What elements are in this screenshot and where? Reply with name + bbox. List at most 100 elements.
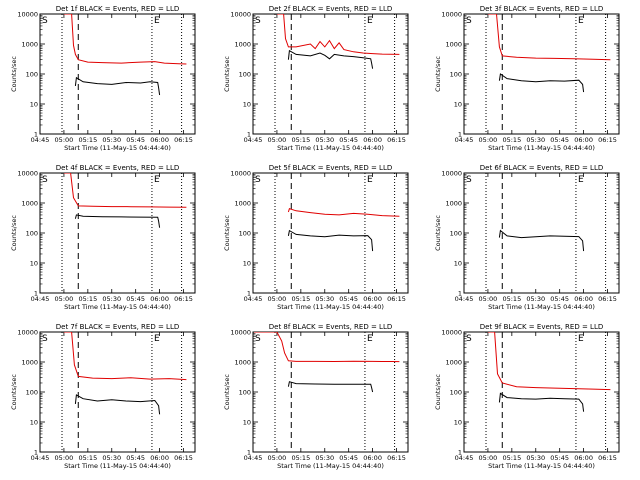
x-tick-label: 06:15 [598,295,617,303]
start-marker: S [466,175,472,185]
end-marker: E [367,16,373,26]
y-axis-label: Counts/sec [434,374,442,410]
y-axis-label: Counts/sec [10,215,18,251]
panel-det-9: Det 9f BLACK = Events, RED = LLD 04:45 05:… [434,323,620,470]
end-marker: E [367,175,373,185]
x-tick-label: 05:00 [268,295,287,303]
plot-frame [463,13,620,135]
y-axis-label: Counts/sec [223,215,231,251]
x-axis-label: Start Time (11-May-15 04:44:40) [488,144,595,152]
x-tick-label: 05:30 [526,454,545,462]
y-tick-label: 100 [26,230,38,238]
y-tick-label: 1 [458,131,462,139]
x-tick-label: 06:00 [574,295,593,303]
x-tick-label: 05:00 [479,136,498,144]
x-axis-label: Start Time (11-May-15 04:44:40) [277,462,384,470]
y-tick-label: 10 [243,101,251,109]
x-tick-label: 04:45 [244,136,263,144]
x-axis-label: Start Time (11-May-15 04:44:40) [64,144,171,152]
start-marker: S [42,175,48,185]
y-tick-label: 10000 [17,11,38,19]
y-tick-label: 1 [247,131,251,139]
y-tick-label: 10000 [230,170,251,178]
lld-series-line [63,173,187,208]
x-tick-label: 05:15 [78,295,97,303]
plot-frame [252,331,409,453]
start-marker: S [42,334,48,344]
panel-det-7: Det 7f BLACK = Events, RED = LLD 04:45 05:… [10,323,196,470]
x-tick-label: 05:00 [268,136,287,144]
x-tick-label: 05:45 [550,295,569,303]
x-tick-label: 05:00 [479,454,498,462]
x-tick-label: 06:00 [363,295,382,303]
y-tick-label: 1000 [21,200,38,208]
y-tick-label: 1 [458,290,462,298]
y-tick-label: 100 [450,230,462,238]
x-tick-label: 06:00 [150,136,169,144]
events-series-line [74,214,161,228]
x-tick-label: 05:00 [55,454,74,462]
plot-frame [39,13,196,135]
start-marker: S [42,16,48,26]
start-marker: S [466,16,472,26]
y-tick-label: 1000 [21,359,38,367]
x-tick-label: 06:15 [598,136,617,144]
panel-title: Det 9f BLACK = Events, RED = LLD [480,323,603,331]
x-tick-label: 06:00 [150,454,169,462]
start-marker: S [255,16,261,26]
x-tick-label: 05:30 [526,295,545,303]
x-axis-label: Start Time (11-May-15 04:44:40) [277,303,384,311]
panel-title: Det 5f BLACK = Events, RED = LLD [269,164,392,172]
x-tick-label: 04:45 [455,136,474,144]
y-axis-label: Counts/sec [223,56,231,92]
x-tick-label: 05:45 [339,295,358,303]
x-tick-label: 05:15 [78,136,97,144]
y-tick-label: 10 [30,101,38,109]
x-tick-label: 05:45 [126,454,145,462]
y-tick-label: 10 [30,419,38,427]
x-tick-label: 06:00 [574,454,593,462]
y-tick-label: 10 [454,260,462,268]
x-tick-label: 06:00 [363,454,382,462]
x-tick-label: 05:45 [550,454,569,462]
x-tick-label: 05:00 [55,136,74,144]
events-series-line [498,73,585,93]
y-tick-label: 100 [239,389,251,397]
x-axis-label: Start Time (11-May-15 04:44:40) [64,303,171,311]
y-tick-label: 1000 [21,41,38,49]
panel-det-5: Det 5f BLACK = Events, RED = LLD 04:45 05:… [223,164,409,311]
y-tick-label: 10000 [230,329,251,337]
y-tick-label: 1000 [445,359,462,367]
y-tick-label: 1 [34,449,38,457]
y-tick-label: 10 [243,260,251,268]
x-tick-label: 05:00 [268,454,287,462]
y-tick-label: 10000 [441,11,462,19]
y-tick-label: 10 [454,419,462,427]
events-series-line [287,49,374,69]
y-tick-label: 1 [34,131,38,139]
end-marker: E [578,16,584,26]
y-tick-label: 100 [450,71,462,79]
x-tick-label: 06:00 [574,136,593,144]
panel-title: Det 4f BLACK = Events, RED = LLD [56,164,179,172]
events-series-line [74,394,161,415]
x-tick-label: 06:00 [150,295,169,303]
x-tick-label: 05:15 [502,136,521,144]
y-axis-label: Counts/sec [434,56,442,92]
y-tick-label: 10 [454,101,462,109]
panel-title: Det 3f BLACK = Events, RED = LLD [480,5,603,13]
y-tick-label: 1000 [234,359,251,367]
x-tick-label: 05:45 [339,454,358,462]
x-tick-label: 05:30 [315,295,334,303]
panel-det-3: Det 3f BLACK = Events, RED = LLD 04:45 05:… [434,5,620,152]
plot-frame [252,172,409,294]
x-axis-label: Start Time (11-May-15 04:44:40) [488,303,595,311]
x-tick-label: 06:15 [387,454,406,462]
y-tick-label: 10000 [441,329,462,337]
events-series-line [287,229,374,252]
end-marker: E [154,16,160,26]
x-tick-label: 06:00 [363,136,382,144]
y-tick-label: 1000 [234,200,251,208]
x-tick-label: 06:15 [174,295,193,303]
